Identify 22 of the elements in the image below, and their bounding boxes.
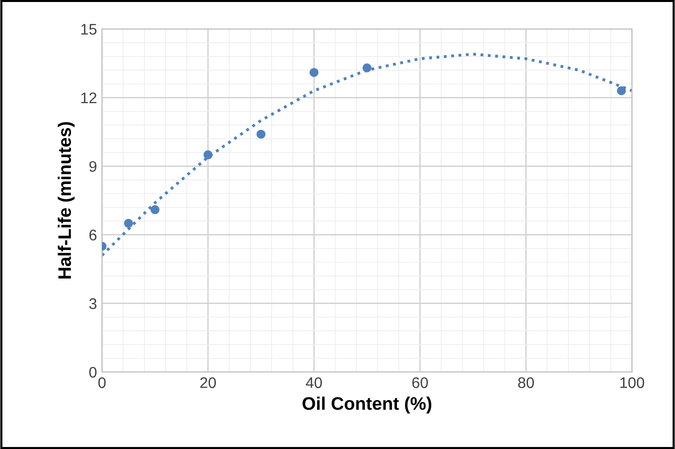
point	[616, 86, 626, 96]
y-tick-label: 9	[89, 161, 96, 172]
point	[256, 130, 266, 139]
line-series	[102, 52, 632, 257]
point	[150, 205, 160, 214]
point	[310, 68, 318, 77]
point	[362, 63, 372, 72]
y-tick-label: 15	[81, 24, 96, 35]
x-tick-label: 100	[620, 377, 644, 388]
x-tick-label: 40	[306, 377, 322, 388]
y-tick-label: 0	[89, 366, 97, 378]
point	[124, 218, 133, 228]
x-tick-label: 80	[518, 377, 534, 388]
x-tick-label: 0	[98, 377, 106, 388]
point	[204, 150, 212, 160]
x-tick-label: 20	[200, 377, 216, 388]
y-tick-label: 12	[81, 92, 96, 104]
y-tick-label: 6	[89, 230, 96, 240]
y-axis-title: Half-Life (minutes)	[58, 122, 75, 279]
x-axis-title: Oil Content (%)	[302, 396, 432, 414]
y-tick-label: 3	[89, 298, 96, 310]
x-tick-label: 60	[412, 377, 428, 388]
